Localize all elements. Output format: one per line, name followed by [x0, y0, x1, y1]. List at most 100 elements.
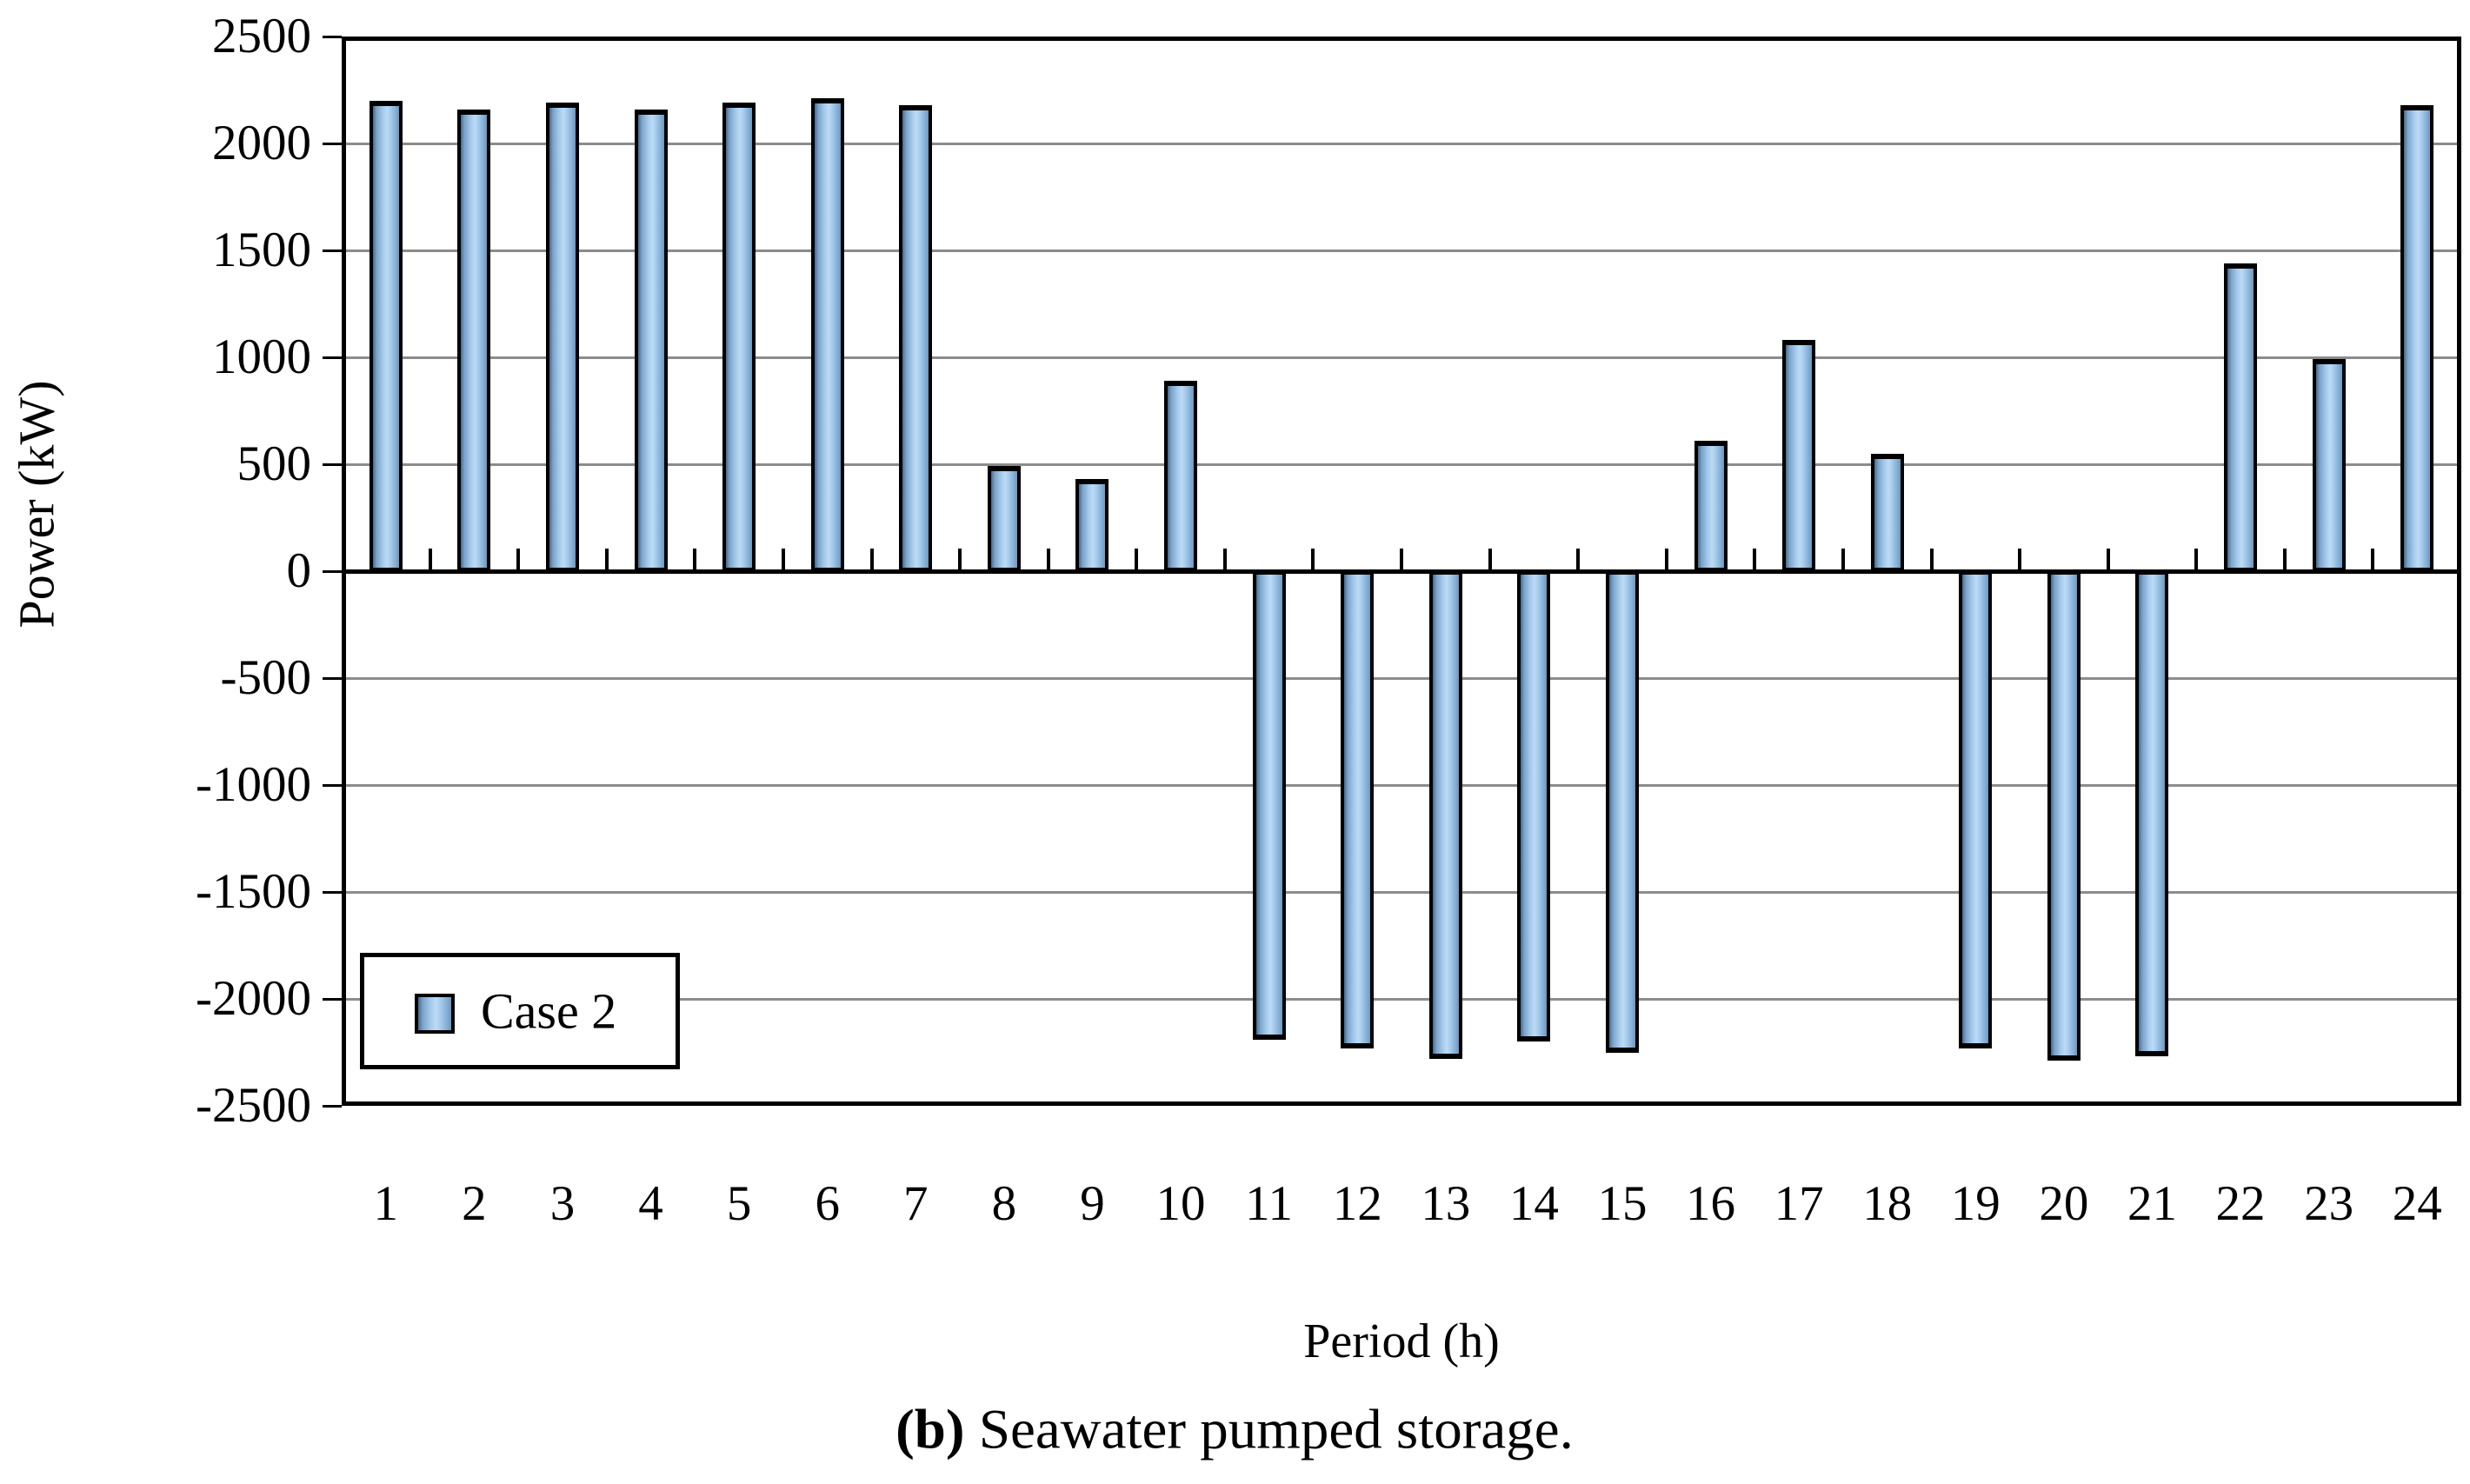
x-axis-tick	[428, 549, 432, 571]
gridline-2000	[342, 142, 2461, 145]
x-axis-tick	[2106, 549, 2110, 571]
gridline--500	[342, 676, 2461, 680]
x-tick-label-6: 6	[815, 1176, 840, 1231]
y-axis-tick	[323, 1104, 342, 1108]
y-axis-title: Power (kW)	[8, 380, 65, 629]
x-axis-zero-line	[342, 569, 2461, 574]
bar-period-21	[2135, 571, 2169, 1057]
gridline--2000	[342, 997, 2461, 1001]
bar-period-10	[1164, 381, 1198, 571]
y-tick-label--1500: -1500	[196, 864, 311, 919]
y-tick-label-500: 500	[236, 436, 312, 491]
x-axis-tick	[1576, 549, 1581, 571]
y-axis-tick	[323, 676, 342, 680]
bar-period-18	[1870, 453, 1904, 571]
gridline-1000	[342, 356, 2461, 359]
x-tick-label-2: 2	[462, 1176, 487, 1231]
x-axis-tick	[1046, 549, 1050, 571]
x-axis-tick	[1929, 549, 1934, 571]
x-axis-tick	[1841, 549, 1845, 571]
x-axis-tick	[2371, 549, 2375, 571]
gridline-500	[342, 463, 2461, 466]
x-tick-label-7: 7	[903, 1176, 929, 1231]
y-tick-label-1000: 1000	[212, 329, 311, 384]
legend-swatch-case2	[415, 994, 455, 1034]
y-axis-tick	[323, 783, 342, 787]
x-tick-label-24: 24	[2392, 1176, 2442, 1231]
x-tick-label-13: 13	[1421, 1176, 1471, 1231]
bar-period-4	[634, 109, 668, 571]
y-tick-label-0: 0	[286, 543, 312, 598]
x-axis-tick	[1222, 549, 1227, 571]
x-tick-label-10: 10	[1155, 1176, 1206, 1231]
x-axis-tick	[869, 549, 874, 571]
x-tick-label-8: 8	[991, 1176, 1017, 1231]
bar-period-24	[2400, 104, 2434, 571]
bar-period-12	[1341, 571, 1375, 1048]
bar-period-7	[899, 104, 933, 571]
bar-period-1	[369, 100, 403, 571]
x-tick-label-16: 16	[1686, 1176, 1736, 1231]
bar-period-15	[1605, 571, 1639, 1053]
y-axis-tick	[323, 890, 342, 894]
x-tick-label-21: 21	[2127, 1176, 2177, 1231]
x-axis-tick	[2018, 549, 2022, 571]
x-tick-label-18: 18	[1862, 1176, 1913, 1231]
legend-label: Case 2	[481, 982, 617, 1040]
x-axis-tick	[1135, 549, 1139, 571]
bar-period-19	[1959, 571, 1993, 1048]
x-axis-title: Period (h)	[1303, 1314, 1500, 1368]
bar-period-6	[810, 98, 844, 571]
caption-index: (b)	[895, 1398, 965, 1461]
y-tick-label-2500: 2500	[212, 9, 311, 63]
bar-period-14	[1517, 571, 1551, 1042]
y-tick-label-1500: 1500	[212, 223, 311, 277]
x-axis-tick	[1664, 549, 1668, 571]
x-axis-tick	[958, 549, 962, 571]
legend: Case 2	[360, 953, 680, 1069]
x-tick-label-11: 11	[1245, 1176, 1294, 1231]
y-axis-tick	[323, 249, 342, 252]
x-tick-label-9: 9	[1080, 1176, 1105, 1231]
y-tick-label--2000: -2000	[196, 971, 311, 1026]
x-tick-label-1: 1	[373, 1176, 399, 1231]
caption-text: Seawater pumped storage.	[964, 1398, 1574, 1461]
bar-period-13	[1428, 571, 1462, 1059]
x-tick-label-19: 19	[1950, 1176, 2001, 1231]
x-tick-label-5: 5	[726, 1176, 752, 1231]
x-tick-label-15: 15	[1597, 1176, 1648, 1231]
x-tick-label-20: 20	[2039, 1176, 2089, 1231]
y-tick-label-2000: 2000	[212, 116, 311, 170]
x-tick-label-12: 12	[1332, 1176, 1382, 1231]
x-axis-tick	[2282, 549, 2287, 571]
bar-period-20	[2047, 571, 2081, 1061]
bar-period-11	[1252, 571, 1286, 1040]
x-tick-label-4: 4	[638, 1176, 663, 1231]
y-tick-label--2500: -2500	[196, 1078, 311, 1133]
x-axis-tick	[781, 549, 785, 571]
x-axis-tick	[516, 549, 521, 571]
bar-period-8	[987, 466, 1021, 571]
y-axis-tick	[323, 997, 342, 1001]
y-axis-tick	[323, 142, 342, 145]
x-axis-tick	[693, 549, 697, 571]
y-axis-tick	[323, 35, 342, 38]
x-axis-tick	[2194, 549, 2199, 571]
x-axis-tick	[1400, 549, 1403, 571]
x-axis-tick	[1311, 549, 1315, 571]
bar-period-23	[2312, 359, 2346, 571]
gridline-1500	[342, 249, 2461, 252]
x-tick-label-23: 23	[2304, 1176, 2354, 1231]
x-tick-label-17: 17	[1774, 1176, 1824, 1231]
bar-chart-plot-area	[342, 37, 2461, 1106]
bar-period-9	[1075, 479, 1109, 571]
x-axis-tick	[1753, 549, 1757, 571]
x-axis-tick	[1488, 549, 1492, 571]
x-axis-tick	[604, 549, 609, 571]
bar-period-16	[1694, 440, 1728, 571]
gridline--1500	[342, 890, 2461, 894]
figure-caption: (b) Seawater pumped storage.	[895, 1398, 1574, 1463]
gridline--1000	[342, 783, 2461, 787]
x-tick-label-22: 22	[2215, 1176, 2266, 1231]
